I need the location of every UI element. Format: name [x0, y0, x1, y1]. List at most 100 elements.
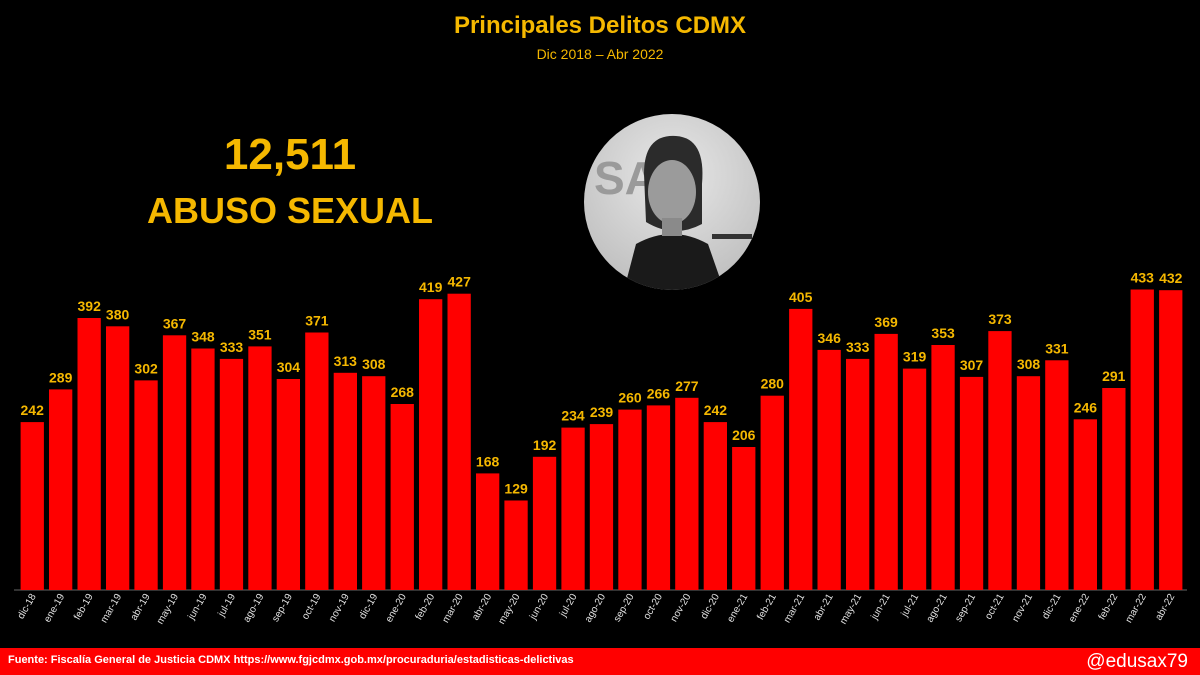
tick-label-ene-21: ene-21: [725, 592, 750, 625]
data-label-jun-21: 369: [874, 314, 898, 330]
bar-feb-19: [77, 318, 101, 590]
data-label-sep-21: 307: [960, 357, 984, 373]
data-label-dic-20: 242: [704, 402, 728, 418]
tick-label-ago-20: ago-20: [583, 592, 608, 625]
tick-label-abr-20: abr-20: [470, 592, 494, 623]
data-label-feb-19: 392: [78, 298, 102, 314]
data-label-ene-22: 246: [1074, 399, 1098, 415]
data-label-jul-20: 234: [561, 408, 585, 424]
bar-sep-21: [959, 376, 984, 590]
bar-mar-21: [789, 308, 813, 590]
tick-label-nov-20: nov-20: [669, 592, 694, 624]
bar-nov-19: [333, 372, 357, 590]
tick-label-ago-19: ago-19: [241, 592, 266, 625]
bar-mar-22: [1130, 289, 1154, 590]
bar-jul-21: [902, 368, 927, 590]
crime-label: ABUSO SEXUAL: [146, 190, 434, 231]
bar-jul-19: [219, 358, 244, 590]
bar-dic-19: [362, 376, 386, 590]
bar-may-21: [846, 358, 870, 590]
data-label-oct-19: 371: [305, 313, 329, 329]
tick-label-dic-18: dic-18: [16, 592, 39, 621]
tick-label-jul-19: jul-19: [216, 592, 238, 620]
data-label-nov-21: 308: [1017, 356, 1041, 372]
data-label-abr-19: 302: [134, 360, 158, 376]
bar-feb-22: [1102, 388, 1126, 590]
tick-label-abr-21: abr-21: [812, 592, 836, 623]
bar-oct-21: [988, 331, 1012, 590]
data-label-sep-20: 260: [618, 390, 642, 406]
bar-abr-21: [817, 349, 841, 590]
data-label-dic-18: 242: [21, 402, 45, 418]
bar-chart: 242 dic-18 289 ene-19 392 feb-19 380 mar-19 302 a…: [14, 270, 1187, 627]
bar-dic-21: [1045, 360, 1069, 590]
data-label-may-20: 129: [504, 481, 528, 497]
bar-dic-18: [20, 422, 44, 590]
tick-label-oct-20: oct-20: [642, 592, 666, 622]
data-label-mar-19: 380: [106, 306, 130, 322]
tick-label-ene-20: ene-20: [384, 592, 409, 625]
tick-label-jun-19: jun-19: [186, 592, 210, 623]
bar-ago-19: [248, 346, 272, 590]
tick-label-may-21: may-21: [838, 592, 864, 627]
bar-nov-21: [1016, 376, 1041, 590]
chart-title: Principales Delitos CDMX: [453, 12, 747, 39]
tick-label-nov-19: nov-19: [327, 592, 352, 624]
tick-label-feb-22: feb-22: [1097, 592, 1121, 622]
data-label-mar-20: 427: [448, 274, 472, 290]
data-label-ago-21: 353: [931, 325, 955, 341]
data-label-feb-20: 419: [419, 279, 443, 295]
data-label-mar-21: 405: [789, 289, 813, 305]
tick-label-jul-20: jul-20: [557, 592, 579, 620]
bar-jul-20: [561, 427, 585, 590]
data-label-dic-21: 331: [1045, 340, 1069, 356]
data-label-abr-20: 168: [476, 453, 500, 469]
data-label-ene-19: 289: [49, 369, 73, 385]
tick-label-mar-21: mar-21: [782, 592, 808, 625]
data-label-jul-19: 333: [220, 339, 244, 355]
bar-ago-20: [589, 424, 614, 590]
portrait-photo: SA: [584, 114, 760, 290]
tick-label-dic-20: dic-20: [699, 592, 722, 621]
tick-label-mar-22: mar-22: [1124, 592, 1150, 625]
bar-abr-22: [1159, 290, 1183, 590]
tick-label-oct-19: oct-19: [300, 592, 324, 622]
tick-label-ene-22: ene-22: [1067, 592, 1092, 625]
bar-ago-21: [931, 345, 955, 590]
data-label-may-21: 333: [846, 339, 870, 355]
data-label-abr-22: 432: [1159, 270, 1183, 286]
bar-feb-20: [419, 299, 443, 590]
tick-label-mar-19: mar-19: [99, 592, 125, 625]
data-label-jul-21: 319: [903, 349, 927, 365]
footer-bar: Fuente: Fiscalía General de Justicia CDM…: [0, 648, 1200, 675]
bar-sep-19: [276, 379, 300, 590]
tick-label-sep-21: sep-21: [953, 592, 978, 624]
source-text: Fuente: Fiscalía General de Justicia CDM…: [8, 654, 574, 666]
data-label-jun-19: 348: [191, 329, 215, 345]
tick-label-abr-22: abr-22: [1153, 592, 1177, 623]
tick-label-sep-19: sep-19: [270, 592, 295, 624]
data-label-ene-21: 206: [732, 427, 756, 443]
bar-ene-20: [390, 404, 414, 590]
bar-jun-21: [874, 333, 898, 590]
bar-mar-20: [447, 293, 471, 590]
bar-may-20: [504, 500, 528, 590]
bar-jun-20: [532, 456, 557, 590]
tick-label-ago-21: ago-21: [925, 592, 950, 625]
bar-may-19: [162, 335, 187, 590]
bar-feb-21: [760, 395, 784, 590]
data-label-ene-20: 268: [391, 384, 415, 400]
bar-ene-21: [732, 447, 756, 590]
tick-label-jun-20: jun-20: [527, 592, 551, 623]
data-label-jun-20: 192: [533, 437, 557, 453]
data-label-nov-19: 313: [334, 353, 358, 369]
data-label-nov-20: 277: [675, 378, 699, 394]
data-label-feb-21: 280: [761, 376, 785, 392]
tick-label-jun-21: jun-21: [869, 592, 893, 623]
tick-label-may-20: may-20: [496, 592, 522, 627]
data-label-oct-21: 373: [988, 311, 1012, 327]
bar-jun-19: [191, 348, 215, 590]
bar-ene-19: [49, 389, 73, 590]
bar-oct-20: [646, 405, 671, 590]
data-label-oct-20: 266: [647, 385, 671, 401]
